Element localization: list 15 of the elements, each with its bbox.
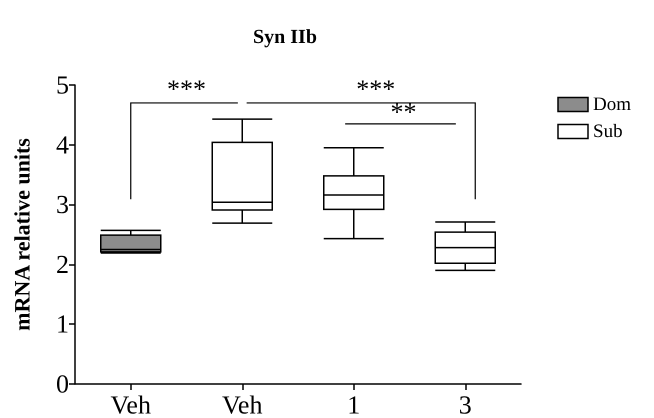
y-tick-label: 0 [56,370,69,398]
x-tick-label: 1 [347,390,360,418]
x-tick-label: Veh [222,390,262,418]
legend-label: Dom [593,94,632,115]
y-tick-label: 4 [56,130,69,160]
y-axis-title: mRNA relative units [10,138,34,331]
y-tick-label: 5 [56,70,69,100]
legend-label: Sub [593,121,623,142]
y-tick-label: 3 [56,190,69,220]
x-tick-label: 3 [458,390,472,418]
chart-title: Syn IIb [253,26,317,48]
annotation: *** [167,74,206,104]
x-tick-label: Veh [110,390,151,418]
y-tick-label: 2 [56,250,69,279]
y-tick-label: 1 [56,310,69,339]
